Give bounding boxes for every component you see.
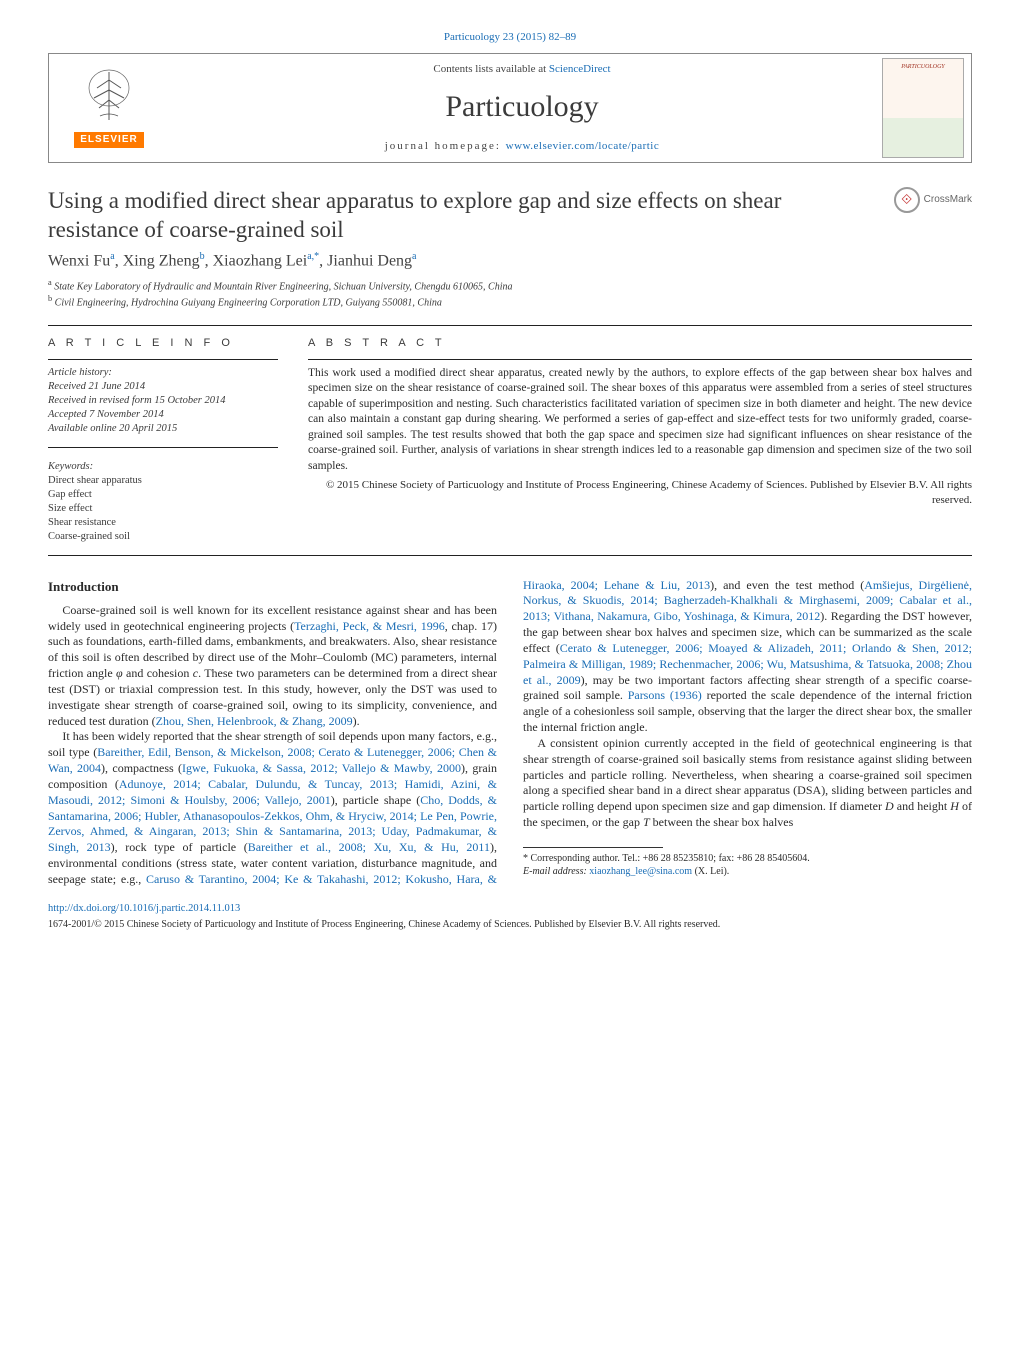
journal-header-box: ELSEVIER Contents lists available at Sci… — [48, 53, 972, 163]
journal-citation: Particuology 23 (2015) 82–89 — [48, 30, 972, 45]
keyword-1: Direct shear apparatus — [48, 474, 278, 488]
intro-para-3: A consistent opinion currently accepted … — [523, 736, 972, 831]
author-1-sup: a — [110, 251, 114, 262]
history-label: Article history: — [48, 366, 278, 380]
article-info-head: A R T I C L E I N F O — [48, 336, 278, 351]
author-2: Xing Zheng — [123, 253, 200, 270]
keywords-list: Direct shear apparatus Gap effect Size e… — [48, 474, 278, 545]
introduction-heading: Introduction — [48, 578, 497, 595]
email-label: E-mail address: — [523, 866, 587, 877]
author-1: Wenxi Fu — [48, 253, 110, 270]
sciencedirect-link[interactable]: ScienceDirect — [549, 63, 611, 75]
abstract-head: A B S T R A C T — [308, 336, 972, 351]
availability-prefix: Contents lists available at — [433, 63, 548, 75]
history-accepted: Accepted 7 November 2014 — [48, 408, 278, 422]
journal-cover-image: PARTICUOLOGY — [882, 58, 964, 158]
journal-cover-thumb: PARTICUOLOGY — [875, 54, 971, 162]
ref-rocktype[interactable]: Bareither et al., 2008; Xu, Xu, & Hu, 20… — [248, 840, 490, 854]
journal-name: Particuology — [169, 87, 875, 128]
keyword-5: Coarse-grained soil — [48, 530, 278, 544]
rule-abs — [308, 359, 972, 360]
affiliation-b: Civil Engineering, Hydrochina Guiyang En… — [55, 297, 442, 308]
elsevier-logo: ELSEVIER — [49, 54, 169, 162]
affiliations: a State Key Laboratory of Hydraulic and … — [48, 278, 972, 309]
history-online: Available online 20 April 2015 — [48, 422, 278, 436]
keywords-label: Keywords: — [48, 460, 278, 474]
history-received: Received 21 June 2014 — [48, 380, 278, 394]
email-link[interactable]: xiaozhang_lee@sina.com — [589, 866, 692, 877]
homepage-label: journal homepage: — [385, 140, 506, 152]
availability-line: Contents lists available at ScienceDirec… — [169, 62, 875, 77]
ref-compactness[interactable]: Igwe, Fukuoka, & Sassa, 2012; Vallejo & … — [182, 761, 461, 775]
authors-line: Wenxi Fua, Xing Zhengb, Xiaozhang Leia,*… — [48, 250, 972, 272]
elsevier-tree-icon — [82, 68, 136, 132]
affiliation-a: State Key Laboratory of Hydraulic and Mo… — [54, 282, 512, 293]
homepage-link[interactable]: www.elsevier.com/locate/partic — [506, 140, 660, 152]
crossmark-icon: ⟐ — [894, 187, 920, 213]
crossmark-badge[interactable]: ⟐ CrossMark — [894, 187, 972, 213]
keyword-2: Gap effect — [48, 488, 278, 502]
ref-parsons[interactable]: Parsons (1936) — [628, 688, 702, 702]
corr-author-text: Corresponding author. Tel.: +86 28 85235… — [531, 853, 810, 864]
keyword-4: Shear resistance — [48, 516, 278, 530]
author-4: Jianhui Deng — [327, 253, 412, 270]
issn-copyright: 1674-2001/© 2015 Chinese Society of Part… — [48, 918, 972, 932]
doi-link[interactable]: http://dx.doi.org/10.1016/j.partic.2014.… — [48, 902, 972, 916]
author-3: Xiaozhang Lei — [213, 253, 308, 270]
history-revised: Received in revised form 15 October 2014 — [48, 394, 278, 408]
keyword-3: Size effect — [48, 502, 278, 516]
email-who: (X. Lei). — [695, 866, 730, 877]
rule-top — [48, 325, 972, 326]
footnote-separator — [523, 847, 663, 848]
rule-bottom — [48, 555, 972, 556]
crossmark-label: CrossMark — [924, 193, 972, 207]
intro-para-1: Coarse-grained soil is well known for it… — [48, 603, 497, 730]
article-title: Using a modified direct shear apparatus … — [48, 187, 878, 245]
abstract-text: This work used a modified direct shear a… — [308, 366, 972, 475]
rule-info — [48, 359, 278, 360]
elsevier-brand: ELSEVIER — [74, 132, 143, 148]
homepage-line: journal homepage: www.elsevier.com/locat… — [169, 139, 875, 154]
author-3-sup: a,* — [307, 251, 319, 262]
author-4-sup: a — [412, 251, 416, 262]
copyright-line: © 2015 Chinese Society of Particuology a… — [308, 478, 972, 507]
body-text: Introduction Coarse-grained soil is well… — [48, 578, 972, 888]
rule-kw — [48, 447, 278, 448]
corresponding-author-footnote: * Corresponding author. Tel.: +86 28 852… — [523, 852, 972, 878]
author-2-sup: b — [200, 251, 205, 262]
article-history: Article history: Received 21 June 2014 R… — [48, 366, 278, 437]
ref-zhou2009[interactable]: Zhou, Shen, Helenbrook, & Zhang, 2009 — [156, 714, 353, 728]
ref-terzaghi[interactable]: Terzaghi, Peck, & Mesri, 1996 — [294, 619, 445, 633]
